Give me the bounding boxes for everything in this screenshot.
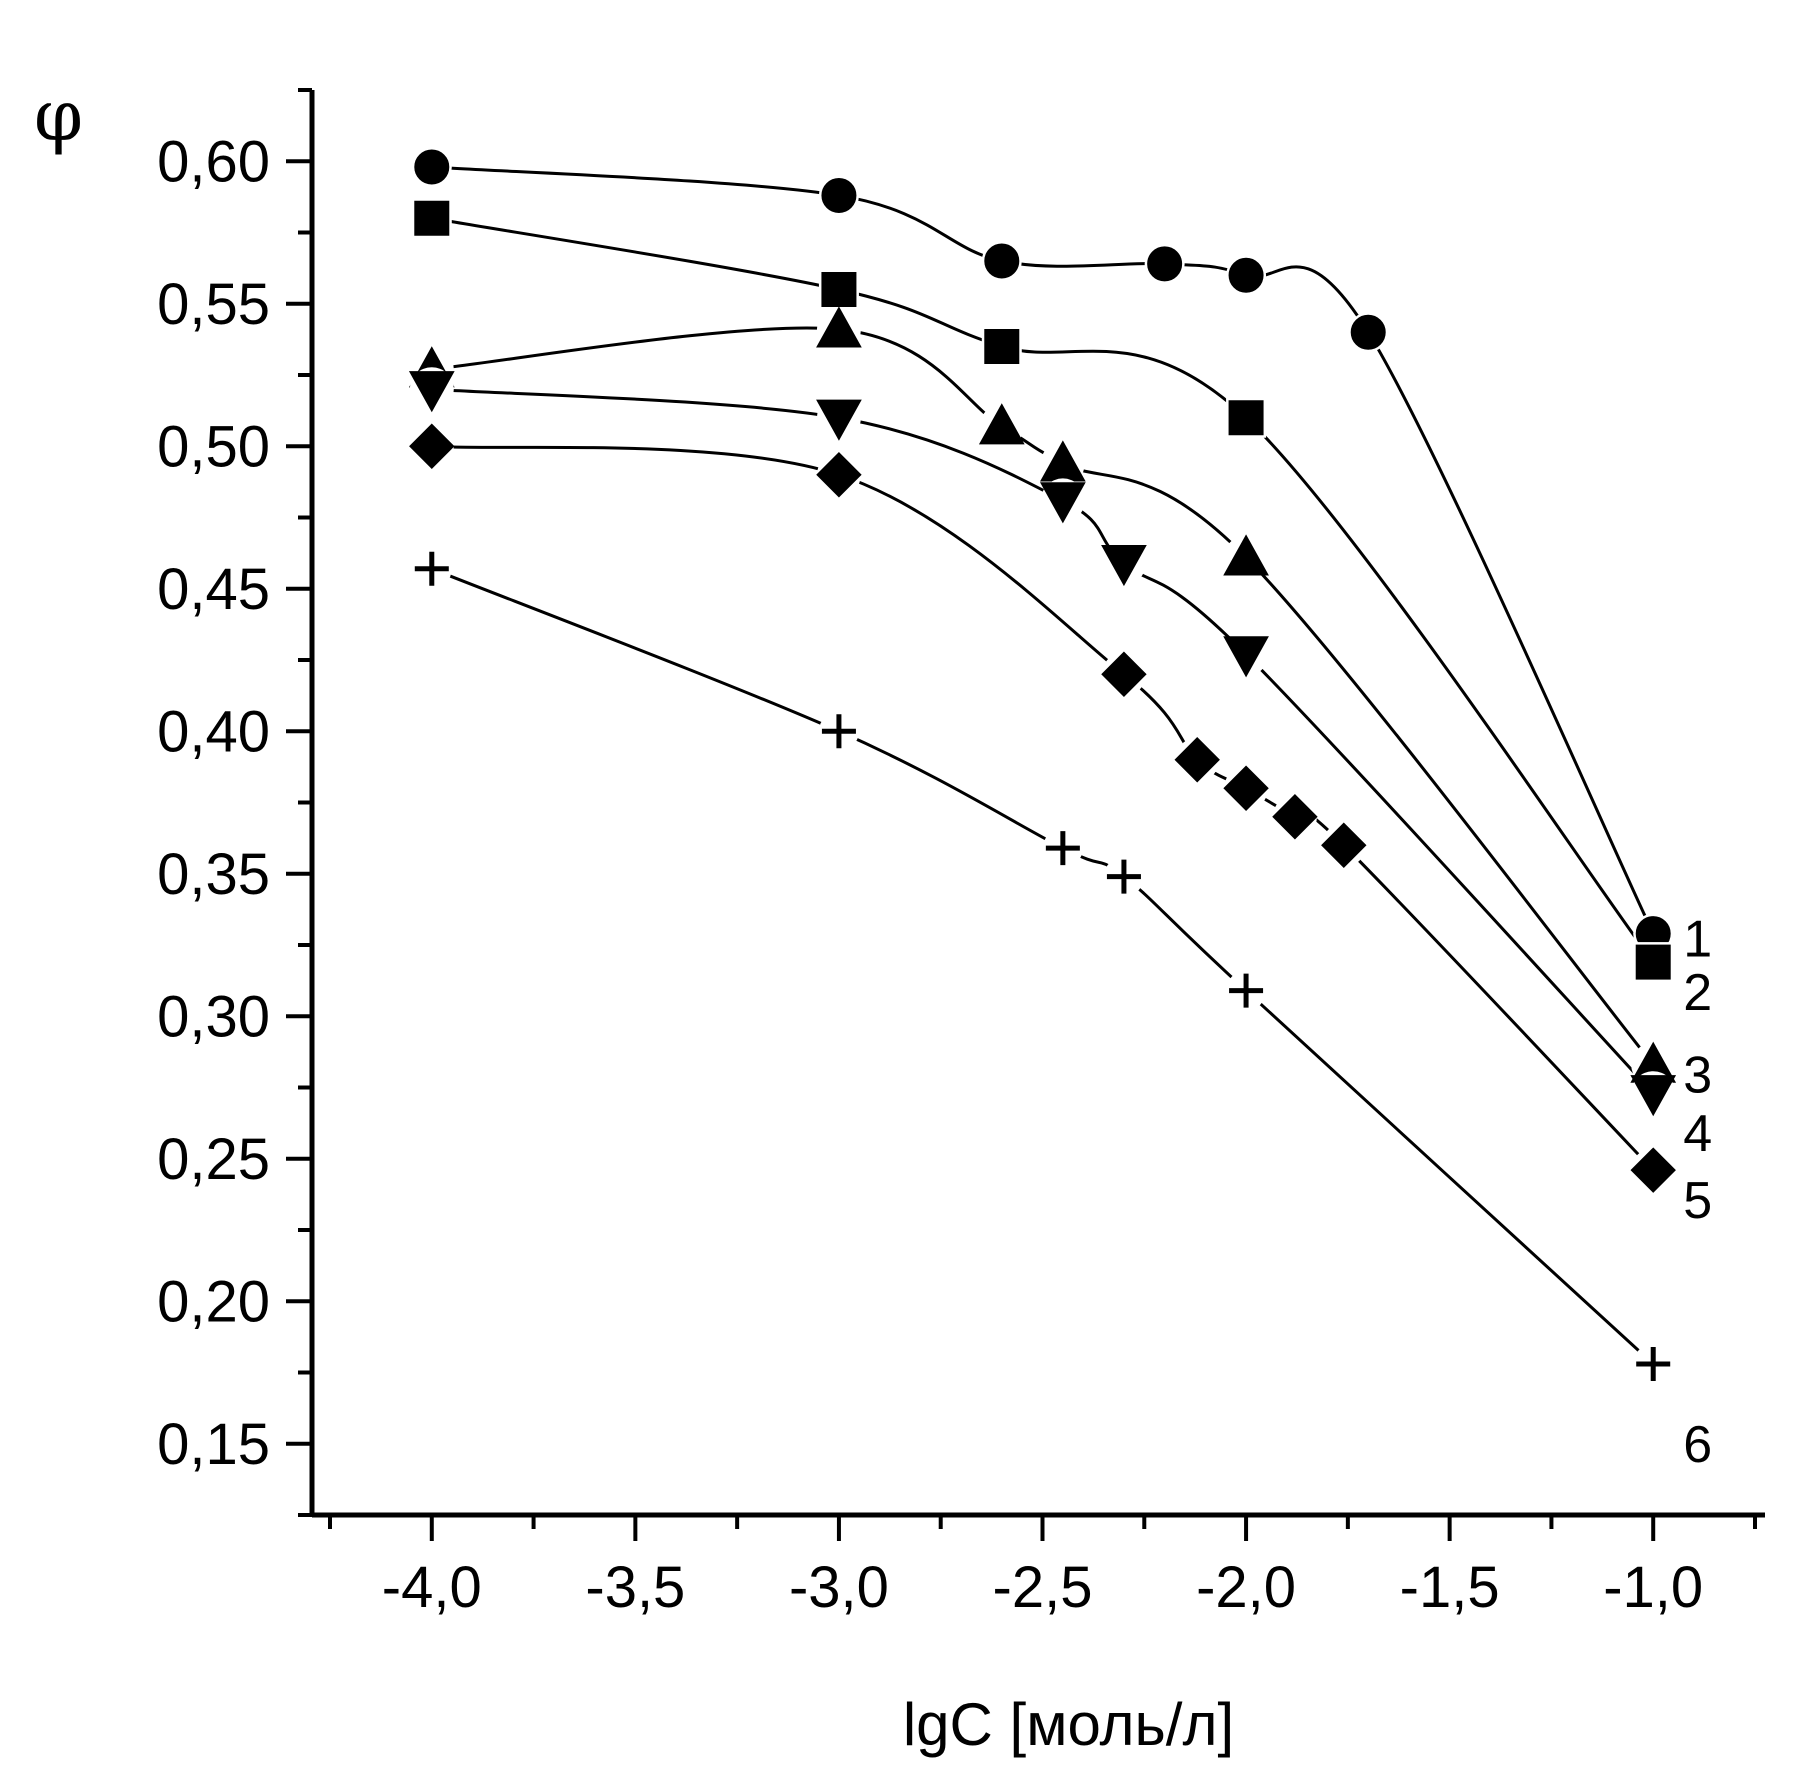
series-4-point (1223, 636, 1269, 678)
x-tick-label: -2,0 (1196, 1555, 1296, 1620)
series-6-point (1106, 859, 1141, 894)
series-6-point (1045, 831, 1080, 866)
series-5-point (1272, 794, 1318, 840)
series-6-point (1636, 1346, 1671, 1381)
y-tick-label: 0,55 (157, 272, 270, 337)
series-5-point (816, 452, 862, 498)
y-tick-label: 0,40 (157, 699, 270, 764)
y-tick-label: 0,25 (157, 1127, 270, 1192)
series-label-4: 4 (1683, 1105, 1712, 1163)
y-tick-label: 0,20 (157, 1269, 270, 1334)
series-1-point (1350, 314, 1386, 350)
series-1-point (1147, 246, 1183, 282)
series-6-point (1229, 973, 1264, 1008)
x-tick-label: -1,5 (1400, 1555, 1500, 1620)
series-label-3: 3 (1683, 1047, 1712, 1105)
series-line-1 (431, 165, 1655, 935)
series-4-point (1101, 545, 1147, 587)
x-tick-label: -4,0 (382, 1555, 482, 1620)
series-label-2: 2 (1683, 964, 1712, 1022)
series-markers (408, 146, 1677, 1384)
x-tick-label: -3,5 (585, 1555, 685, 1620)
series-2-point (984, 329, 1020, 364)
series-3-point (816, 306, 862, 348)
series-line-5 (431, 444, 1655, 1172)
series-5-point (1630, 1147, 1676, 1193)
x-tick-label: -1,0 (1603, 1555, 1703, 1620)
series-5-point (1223, 765, 1269, 811)
series-curves (431, 165, 1655, 1366)
series-4-point (816, 399, 862, 441)
series-1-point (984, 243, 1020, 279)
series-1-point (1228, 257, 1264, 293)
series-2-point (1228, 400, 1264, 436)
series-line-6 (431, 567, 1655, 1366)
x-tick-label: -2,5 (993, 1555, 1093, 1620)
series-5-point (1101, 651, 1147, 697)
series-4-point (1040, 482, 1086, 524)
series-3-point (1223, 534, 1269, 576)
series-3-point (978, 403, 1025, 445)
series-1-point (821, 177, 857, 213)
series-1-point (414, 149, 450, 185)
y-tick-label: 0,30 (157, 984, 270, 1049)
series-label-5: 5 (1683, 1172, 1712, 1230)
y-tick-label: 0,45 (157, 557, 270, 622)
y-tick-label: 0,35 (157, 842, 270, 907)
series-4-point (1630, 1075, 1677, 1117)
series-2-point (1635, 944, 1671, 980)
series-5-point (1321, 822, 1367, 868)
y-tick-label: 0,50 (157, 414, 270, 479)
x-axis-title: lgC [моль/л] (903, 1691, 1234, 1758)
series-2-point (821, 272, 857, 307)
series-label-1: 1 (1683, 911, 1712, 969)
y-tick-label: 0,15 (157, 1412, 270, 1477)
series-5-point (1174, 737, 1220, 783)
y-axis-title: φ (34, 75, 83, 157)
series-line-4 (431, 387, 1655, 1095)
series-6-point (821, 714, 856, 749)
series-label-6: 6 (1683, 1416, 1712, 1474)
series-6-point (414, 551, 449, 586)
y-tick-label: 0,60 (157, 129, 270, 194)
series-4-point (408, 371, 455, 413)
series-2-point (414, 200, 450, 236)
series-line-2 (431, 216, 1655, 963)
x-tick-label: -3,0 (789, 1555, 889, 1620)
series-5-point (409, 423, 455, 469)
axes: 0,15 0,20 0,25 0,30 0,35 0,40 0,45 0,50 0,55 0,60… (157, 88, 1765, 1620)
series-line-3 (431, 326, 1655, 1066)
